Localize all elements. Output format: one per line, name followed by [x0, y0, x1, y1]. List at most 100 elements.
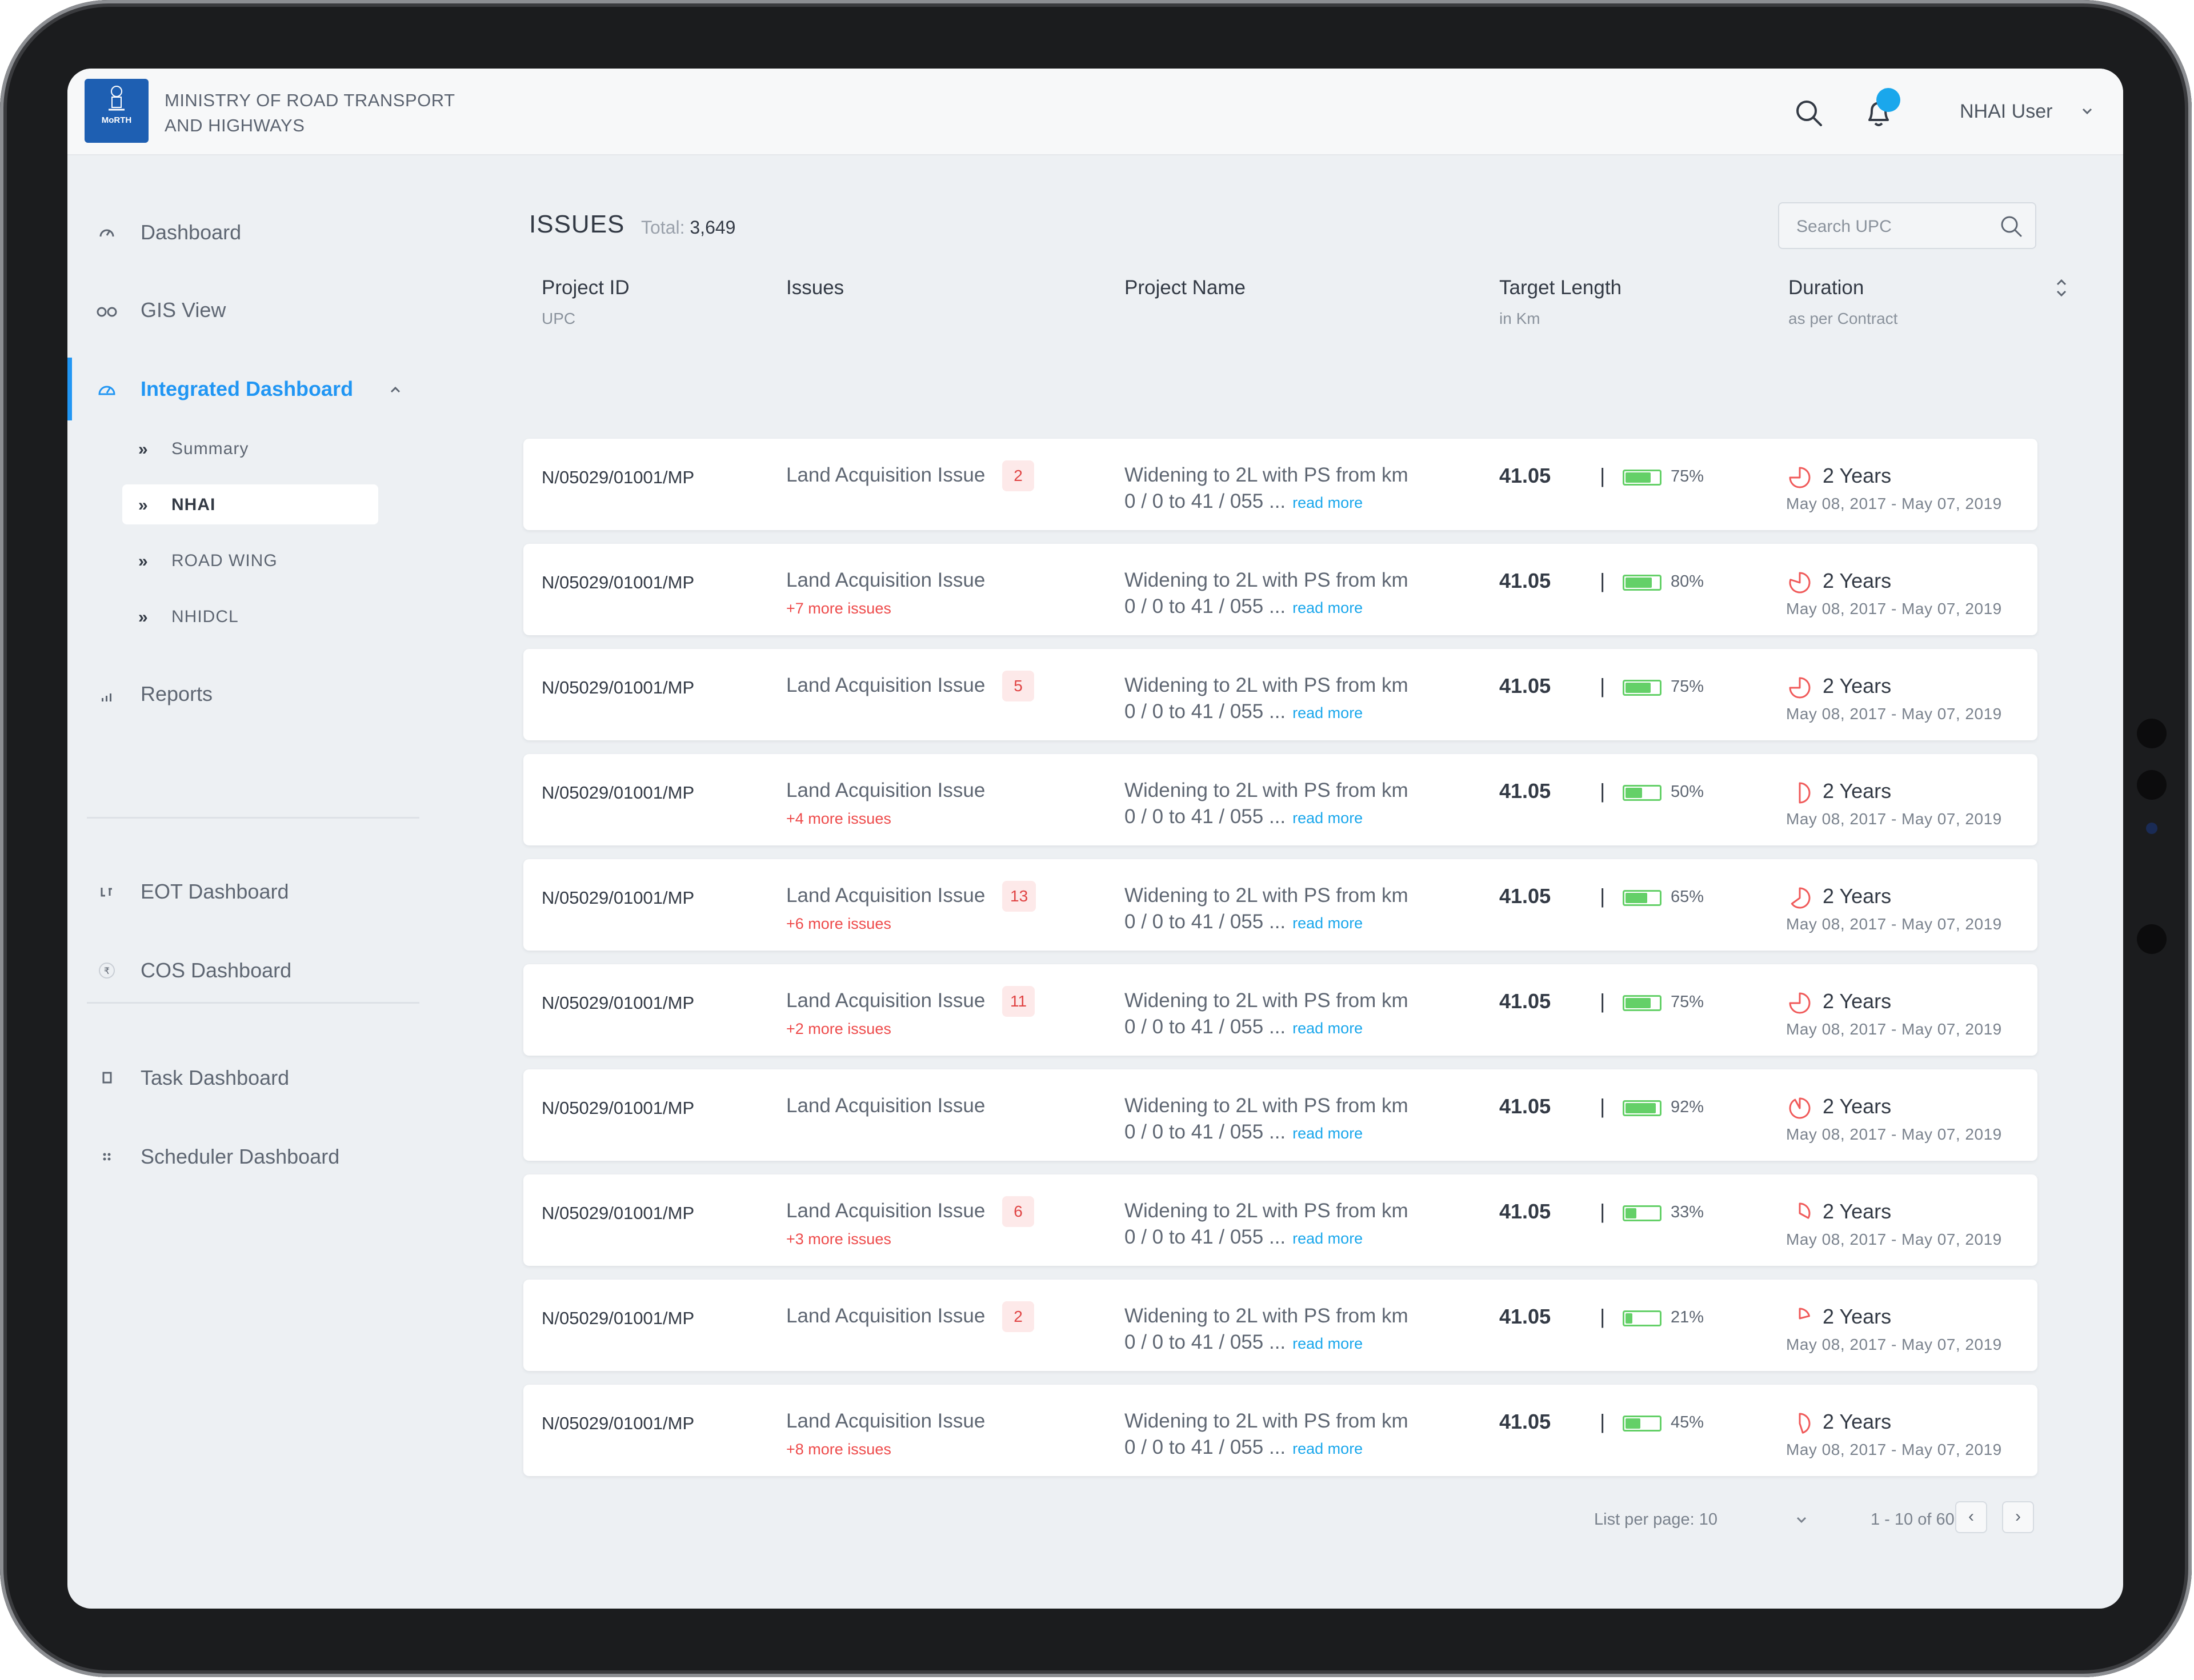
sidebar-item-label: EOT Dashboard [141, 880, 289, 903]
issue-count-badge[interactable]: 6 [1002, 1196, 1034, 1227]
project-id[interactable]: N/05029/01001/MP [542, 677, 695, 697]
more-issues-link[interactable]: +8 more issues [786, 1441, 891, 1458]
sidebar-item-gis-view[interactable]: GIS View [67, 287, 433, 332]
progress-battery-icon [1623, 470, 1661, 486]
table-row[interactable]: N/05029/01001/MP Land Acquisition Issue 5 W… [523, 649, 2037, 740]
target-length: 41.05 [1499, 464, 1551, 487]
read-more-link[interactable]: read more [1292, 915, 1363, 932]
issue-label[interactable]: Land Acquisition Issue [786, 569, 986, 591]
issue-label[interactable]: Land Acquisition Issue [786, 464, 986, 486]
device-button [2137, 770, 2167, 800]
read-more-link[interactable]: read more [1292, 704, 1363, 721]
read-more-link[interactable]: read more [1292, 809, 1363, 827]
search-placeholder: Search UPC [1796, 217, 1892, 236]
project-id[interactable]: N/05029/01001/MP [542, 467, 695, 487]
read-more-link[interactable]: read more [1292, 1335, 1363, 1352]
column-header-project-id[interactable]: Project ID [542, 276, 630, 299]
table-row[interactable]: N/05029/01001/MP Land Acquisition Issue +7… [523, 544, 2037, 635]
chevron-down-icon[interactable] [2079, 103, 2096, 120]
next-page-button[interactable]: › [2002, 1501, 2034, 1533]
issue-count-badge[interactable]: 11 [1002, 986, 1035, 1017]
project-id[interactable]: N/05029/01001/MP [542, 572, 695, 592]
column-header-issues[interactable]: Issues [786, 276, 844, 299]
sidebar-item-cos-dashboard[interactable]: ₹ COS Dashboard [67, 947, 433, 993]
sidebar-item-label: COS Dashboard [141, 959, 292, 982]
user-name[interactable]: NHAI User [1960, 101, 2053, 122]
project-id[interactable]: N/05029/01001/MP [542, 993, 695, 1013]
search-icon[interactable] [1999, 214, 2024, 239]
project-name-line: 0 / 0 to 41 / 055 ... read more [1124, 595, 1363, 618]
project-name-range: 0 / 0 to 41 / 055 ... [1124, 911, 1286, 933]
per-page-selector[interactable]: List per page: 10 [1594, 1510, 1718, 1529]
duration-pie-slice [1799, 1308, 1810, 1320]
project-id[interactable]: N/05029/01001/MP [542, 1308, 695, 1328]
progress-percent: 80% [1671, 572, 1704, 591]
table-row[interactable]: N/05029/01001/MP Land Acquisition Issue 11… [523, 964, 2037, 1056]
duration-dates: May 08, 2017 - May 07, 2019 [1786, 1230, 2002, 1248]
more-issues-link[interactable]: +7 more issues [786, 600, 891, 617]
issue-label[interactable]: Land Acquisition Issue [786, 989, 986, 1012]
sidebar-item-task-dashboard[interactable]: Task Dashboard [67, 1054, 433, 1100]
issue-label[interactable]: Land Acquisition Issue [786, 1094, 986, 1117]
search-input[interactable]: Search UPC [1778, 202, 2036, 249]
read-more-link[interactable]: read more [1292, 494, 1363, 511]
more-issues-link[interactable]: +3 more issues [786, 1230, 891, 1248]
table-row[interactable]: N/05029/01001/MP Land Acquisition Issue 13… [523, 859, 2037, 951]
duration-value: 2 Years [1823, 464, 1892, 487]
column-header-target-length[interactable]: Target Length [1499, 276, 1622, 299]
table-row[interactable]: N/05029/01001/MP Land Acquisition Issue +4… [523, 754, 2037, 845]
column-header-project-name[interactable]: Project Name [1124, 276, 1246, 299]
duration-dates: May 08, 2017 - May 07, 2019 [1786, 495, 2002, 512]
progress-fill [1626, 893, 1647, 903]
project-id[interactable]: N/05029/01001/MP [542, 1098, 695, 1118]
table-row[interactable]: N/05029/01001/MP Land Acquisition Issue Wi… [523, 1069, 2037, 1161]
chevron-up-icon[interactable] [387, 382, 403, 398]
read-more-link[interactable]: read more [1292, 1125, 1363, 1142]
sidebar-subitem-summary[interactable]: » Summary [122, 428, 378, 468]
double-chevron-icon: » [138, 440, 148, 459]
duration-pie-slice [1789, 572, 1811, 594]
target-length: 41.05 [1499, 569, 1551, 592]
read-more-link[interactable]: read more [1292, 1440, 1363, 1457]
issue-count-badge[interactable]: 2 [1002, 1301, 1034, 1332]
issue-label[interactable]: Land Acquisition Issue [786, 1410, 986, 1432]
sidebar-subitem-nhai[interactable]: » NHAI [122, 484, 378, 524]
more-issues-link[interactable]: +4 more issues [786, 810, 891, 827]
sidebar-item-reports[interactable]: Reports [67, 671, 433, 716]
issue-count-badge[interactable]: 5 [1002, 671, 1034, 701]
morth-logo[interactable]: MoRTH [85, 79, 149, 143]
issue-label[interactable]: Land Acquisition Issue [786, 779, 986, 801]
project-id[interactable]: N/05029/01001/MP [542, 888, 695, 908]
read-more-link[interactable]: read more [1292, 1020, 1363, 1037]
duration-value: 2 Years [1823, 569, 1892, 592]
project-id[interactable]: N/05029/01001/MP [542, 1413, 695, 1433]
issue-label[interactable]: Land Acquisition Issue [786, 884, 986, 907]
device-button [2137, 924, 2167, 954]
table-row[interactable]: N/05029/01001/MP Land Acquisition Issue 2 W… [523, 439, 2037, 530]
more-issues-link[interactable]: +6 more issues [786, 915, 891, 932]
project-id[interactable]: N/05029/01001/MP [542, 1203, 695, 1223]
table-row[interactable]: N/05029/01001/MP Land Acquisition Issue +8… [523, 1385, 2037, 1476]
chevron-down-icon[interactable] [1794, 1513, 1809, 1527]
prev-page-button[interactable]: ‹ [1955, 1501, 1987, 1533]
issue-label[interactable]: Land Acquisition Issue [786, 674, 986, 696]
sidebar-item-integrated-dashboard[interactable]: Integrated Dashboard [67, 366, 433, 411]
sidebar-item-eot-dashboard[interactable]: EOT Dashboard [67, 868, 433, 914]
sidebar-subitem-road-wing[interactable]: » ROAD WING [122, 540, 378, 580]
table-row[interactable]: N/05029/01001/MP Land Acquisition Issue 6 +… [523, 1174, 2037, 1266]
issue-count-badge[interactable]: 2 [1002, 460, 1034, 491]
issue-label[interactable]: Land Acquisition Issue [786, 1305, 986, 1327]
read-more-link[interactable]: read more [1292, 599, 1363, 616]
sidebar-item-scheduler-dashboard[interactable]: Scheduler Dashboard [67, 1133, 433, 1179]
issue-count-badge[interactable]: 13 [1002, 881, 1036, 912]
more-issues-link[interactable]: +2 more issues [786, 1020, 891, 1037]
table-row[interactable]: N/05029/01001/MP Land Acquisition Issue 2 W… [523, 1280, 2037, 1371]
project-id[interactable]: N/05029/01001/MP [542, 783, 695, 803]
column-header-duration[interactable]: Duration [1788, 276, 1864, 299]
sidebar-item-dashboard[interactable]: Dashboard [67, 209, 433, 255]
read-more-link[interactable]: read more [1292, 1230, 1363, 1247]
issue-label[interactable]: Land Acquisition Issue [786, 1200, 986, 1222]
sort-icon[interactable] [2053, 276, 2069, 299]
sidebar-subitem-nhidcl[interactable]: » NHIDCL [122, 596, 378, 636]
search-icon[interactable] [1794, 98, 1824, 128]
